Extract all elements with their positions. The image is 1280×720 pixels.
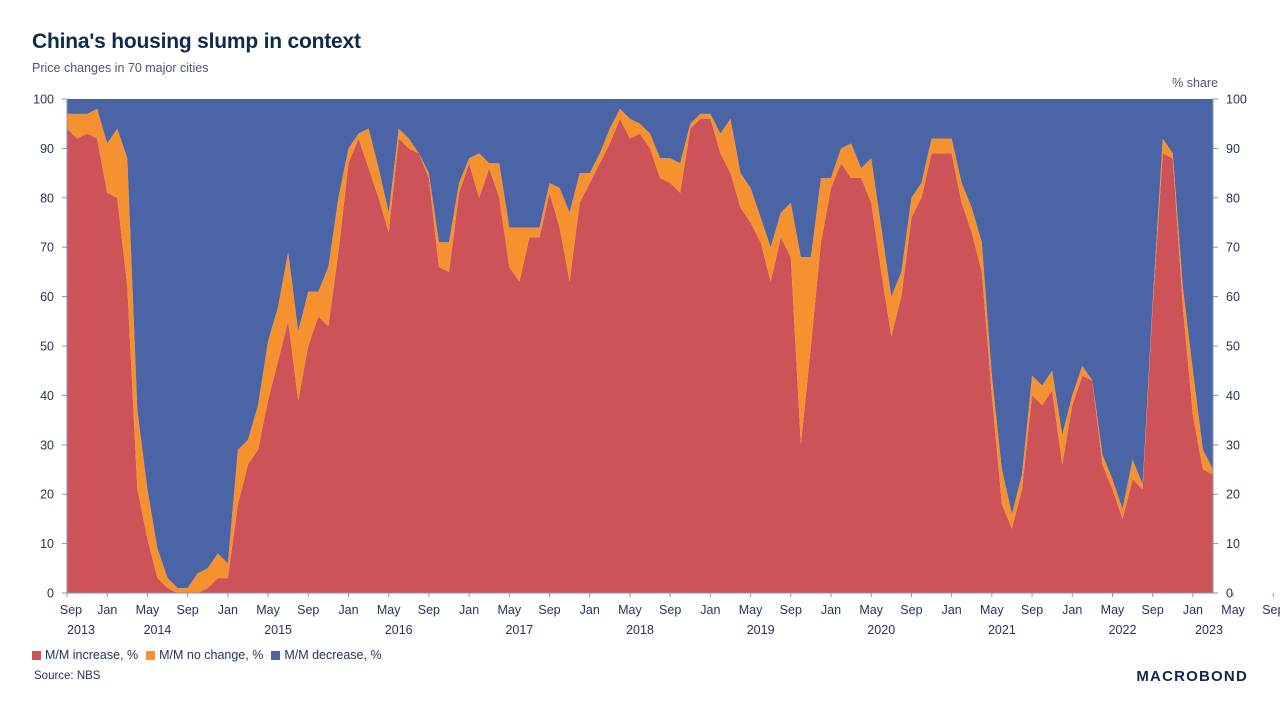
legend-label-decrease: M/M decrease, % [284, 648, 382, 662]
legend-item-decrease: M/M decrease, % [271, 648, 382, 662]
y-tick-label-right: 30 [1226, 438, 1240, 452]
y-tick-label-left: 60 [40, 290, 54, 304]
x-tick-label-year: 2014 [144, 623, 172, 637]
y-tick-label-right: 60 [1226, 290, 1240, 304]
x-tick-label-month: May [136, 603, 160, 617]
chart-title: China's housing slump in context [32, 30, 361, 53]
x-tick-label-year: 2018 [626, 623, 654, 637]
x-tick-label-month: Sep [1262, 603, 1280, 617]
x-tick-label-month: Jan [1062, 603, 1082, 617]
area-series-2 [67, 99, 1213, 589]
x-tick-label-month: May [498, 603, 522, 617]
x-tick-label-month: Sep [418, 603, 440, 617]
y-tick-label-right: 70 [1226, 241, 1240, 255]
x-tick-label-month: Jan [942, 603, 962, 617]
x-tick-label-month: Jan [1183, 603, 1203, 617]
x-tick-label-year: 2021 [988, 623, 1016, 637]
y-tick-label-left: 40 [40, 389, 54, 403]
x-tick-label-month: May [256, 603, 280, 617]
x-tick-label-month: Sep [538, 603, 560, 617]
x-tick-label-month: Sep [1021, 603, 1043, 617]
y-tick-label-left: 10 [40, 537, 54, 551]
x-tick-label-month: May [859, 603, 883, 617]
legend-item-no-change: M/M no change, % [146, 648, 263, 662]
legend: M/M increase, % M/M no change, % M/M dec… [32, 648, 382, 662]
x-tick-label-month: Sep [1142, 603, 1164, 617]
x-tick-label-month: Sep [900, 603, 922, 617]
x-tick-label-year: 2020 [867, 623, 895, 637]
y-tick-label-left: 90 [40, 142, 54, 156]
x-tick-label-month: May [1101, 603, 1125, 617]
x-tick-label-month: Jan [580, 603, 600, 617]
x-tick-label-month: Sep [297, 603, 319, 617]
x-tick-label-month: Jan [700, 603, 720, 617]
x-tick-label-month: Jan [338, 603, 358, 617]
x-tick-label-month: Sep [60, 603, 82, 617]
x-tick-label-month: Jan [821, 603, 841, 617]
y-tick-label-left: 50 [40, 340, 54, 354]
x-tick-label-month: May [739, 603, 763, 617]
y-tick-label-right: 10 [1226, 537, 1240, 551]
y-tick-label-right: 100 [1226, 93, 1247, 107]
y-tick-label-left: 80 [40, 191, 54, 205]
x-tick-label-month: Sep [780, 603, 802, 617]
x-tick-label-month: Sep [659, 603, 681, 617]
y-tick-label-right: 50 [1226, 340, 1240, 354]
y-tick-label-left: 30 [40, 438, 54, 452]
y-tick-label-left: 70 [40, 241, 54, 255]
legend-swatch-no-change [146, 650, 156, 660]
x-tick-label-year: 2019 [747, 623, 775, 637]
x-tick-label-year: 2023 [1195, 623, 1223, 637]
legend-label-no-change: M/M no change, % [159, 648, 264, 662]
brand-logo: MACROBOND [1136, 668, 1248, 685]
y-tick-label-left: 100 [33, 93, 54, 107]
x-tick-label-month: May [618, 603, 642, 617]
plot-areas [67, 99, 1213, 593]
x-tick-label-month: Sep [177, 603, 199, 617]
x-tick-label-year: 2017 [505, 623, 533, 637]
y-tick-label-right: 40 [1226, 389, 1240, 403]
y-tick-label-right: 20 [1226, 488, 1240, 502]
right-axis-label: % share [1172, 76, 1218, 90]
x-tick-label-month: Jan [459, 603, 479, 617]
legend-label-increase: M/M increase, % [45, 648, 139, 662]
area-series-0 [67, 118, 1213, 593]
legend-swatch-increase [32, 650, 41, 660]
x-tick-label-year: 2013 [67, 623, 95, 637]
x-tick-label-month: May [1221, 603, 1245, 617]
x-tick-label-month: Jan [218, 603, 238, 617]
area-series-1 [67, 108, 1213, 593]
y-tick-label-right: 0 [1226, 587, 1233, 601]
x-tick-label-year: 2016 [385, 623, 413, 637]
y-tick-label-left: 0 [47, 587, 54, 601]
legend-swatch-decrease [271, 650, 281, 660]
source-note: Source: NBS [34, 670, 101, 682]
x-tick-label-month: May [980, 603, 1004, 617]
x-tick-label-year: 2015 [264, 623, 292, 637]
legend-item-increase: M/M increase, % [32, 648, 138, 662]
y-tick-label-left: 20 [40, 488, 54, 502]
y-tick-label-right: 80 [1226, 191, 1240, 205]
chart-subtitle: Price changes in 70 major cities [32, 61, 209, 75]
x-tick-label-month: May [377, 603, 401, 617]
y-tick-label-right: 90 [1226, 142, 1240, 156]
x-tick-label-year: 2022 [1109, 623, 1137, 637]
x-tick-label-month: Jan [97, 603, 117, 617]
